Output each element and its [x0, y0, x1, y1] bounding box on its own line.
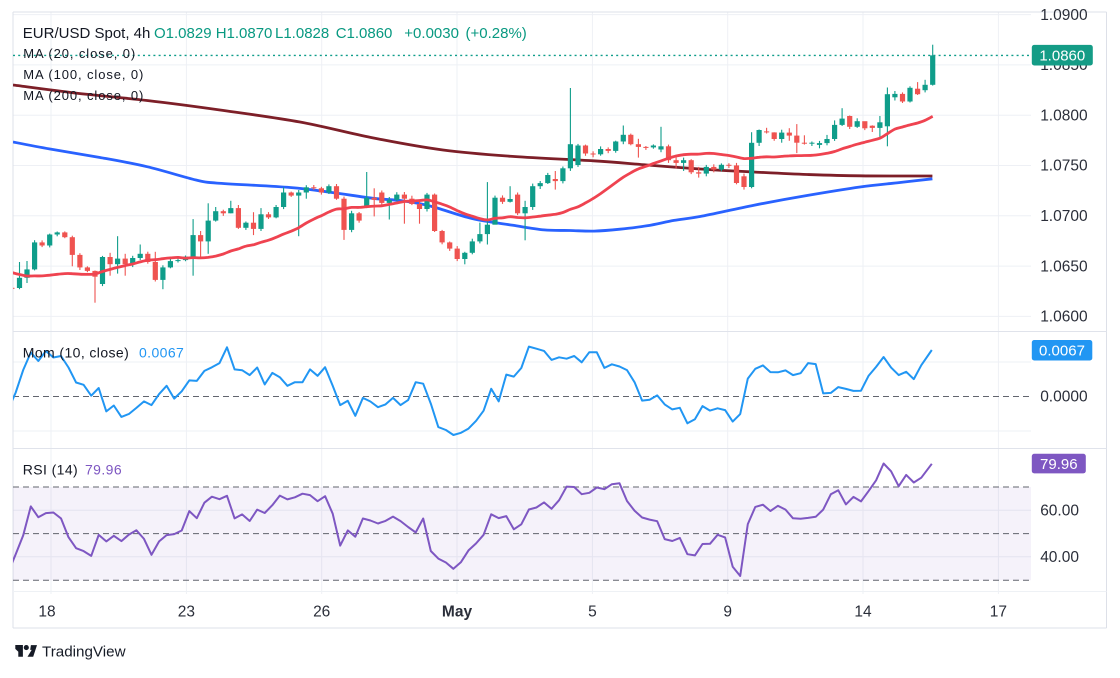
svg-text:40.00: 40.00: [1040, 549, 1079, 566]
svg-text:1.0900: 1.0900: [1040, 7, 1088, 24]
svg-text:TradingView: TradingView: [42, 643, 126, 660]
svg-text:9: 9: [723, 604, 732, 621]
svg-text:1.0700: 1.0700: [1040, 208, 1088, 225]
svg-text:0.0000: 0.0000: [1040, 389, 1088, 406]
svg-text:MA (100, close, 0): MA (100, close, 0): [23, 67, 144, 82]
svg-text:1.0860: 1.0860: [1039, 48, 1085, 65]
svg-text:RSI (14)79.96: RSI (14) 79.96: [23, 461, 122, 477]
svg-text:May: May: [442, 604, 473, 621]
svg-text:5: 5: [588, 604, 597, 621]
svg-text:17: 17: [990, 604, 1007, 621]
svg-text:1.0600: 1.0600: [1040, 309, 1088, 326]
svg-text:14: 14: [854, 604, 872, 621]
svg-text:0.0067: 0.0067: [1039, 343, 1085, 360]
svg-text:18: 18: [38, 604, 55, 621]
svg-text:MA (20, close, 0): MA (20, close, 0): [23, 46, 136, 61]
svg-text:1.0650: 1.0650: [1040, 258, 1088, 275]
svg-text:1.0800: 1.0800: [1040, 107, 1088, 124]
svg-text:60.00: 60.00: [1040, 503, 1079, 520]
svg-text:Mom (10, close)0.0067: Mom (10, close) 0.0067: [23, 345, 184, 361]
svg-text:1.0750: 1.0750: [1040, 158, 1088, 175]
svg-text:MA (200, close, 0): MA (200, close, 0): [23, 88, 144, 103]
svg-text:79.96: 79.96: [1040, 456, 1078, 473]
svg-text:23: 23: [178, 604, 195, 621]
svg-text:26: 26: [313, 604, 330, 621]
